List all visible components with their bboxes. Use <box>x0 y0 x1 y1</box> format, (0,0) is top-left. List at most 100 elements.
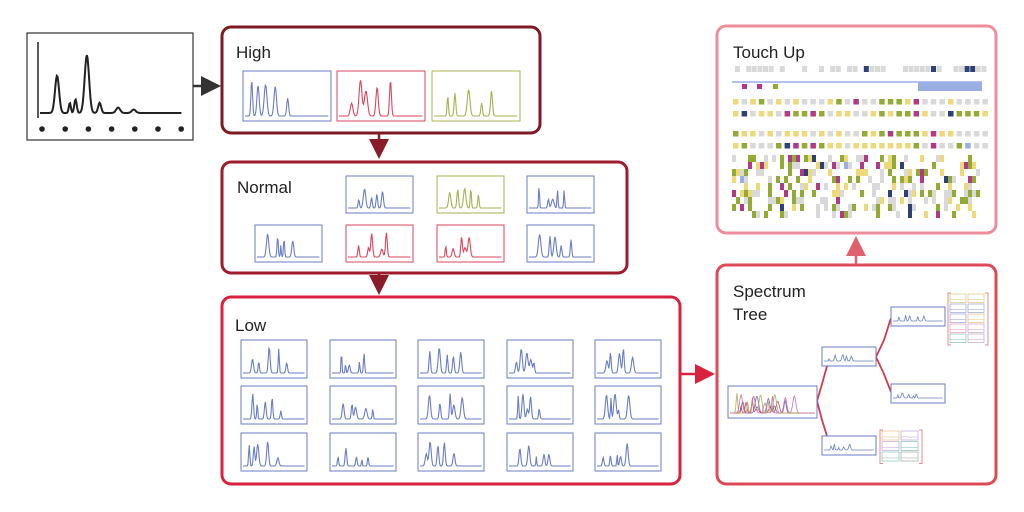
low-thumbnail <box>506 385 574 425</box>
spectrum-curve <box>348 232 411 258</box>
token-cell <box>827 143 834 149</box>
token-cell <box>982 111 988 117</box>
token-cell <box>939 131 945 137</box>
token-cell <box>982 143 988 149</box>
stage-touchup-label: Touch Up <box>733 43 805 62</box>
token-cell <box>932 162 936 169</box>
spectrum-curve <box>893 314 943 322</box>
low-thumbnail <box>240 432 308 472</box>
token-cell <box>852 183 856 190</box>
token-cell <box>964 66 970 72</box>
token-cell <box>903 66 908 72</box>
spectrum-curve <box>730 394 815 414</box>
token-cell <box>819 66 824 72</box>
low-thumbnail <box>329 339 397 379</box>
spectrum-curve <box>257 233 320 258</box>
token-cell <box>872 190 876 197</box>
spectrum-curve <box>243 441 305 467</box>
token-cell <box>952 190 956 197</box>
token-cell <box>836 176 840 183</box>
token-cell <box>892 183 896 190</box>
token-cell <box>756 183 760 190</box>
input-spectrum-curve <box>40 54 182 114</box>
token-cell <box>975 66 981 72</box>
token-cell <box>972 162 976 169</box>
token-cell <box>768 66 774 72</box>
token-cell <box>744 183 748 190</box>
spectrum-curve <box>439 237 502 258</box>
token-cell <box>879 99 885 105</box>
token-cell <box>956 204 960 211</box>
token-cell <box>852 204 856 211</box>
thumbnail-frame <box>526 224 595 263</box>
token-cell <box>744 190 748 197</box>
thumbnail-frame <box>890 383 946 404</box>
token-cell <box>800 204 804 211</box>
token-cell <box>836 111 842 117</box>
token-cell <box>913 111 920 117</box>
token-cell <box>912 190 916 197</box>
token-cell <box>802 66 808 72</box>
token-cell <box>879 131 885 137</box>
token-cell <box>981 66 987 72</box>
token-cell <box>800 190 804 197</box>
token-cell <box>836 99 842 105</box>
token-cell <box>819 131 825 137</box>
token-cell <box>888 204 892 211</box>
token-cell <box>920 190 924 197</box>
thumbnail-frame <box>506 432 574 472</box>
low-thumbnail <box>594 432 662 472</box>
input-spectrum-panel <box>26 32 194 141</box>
tree-node <box>890 383 946 404</box>
token-cell <box>808 176 812 183</box>
low-thumbnail <box>329 432 397 472</box>
token-cell <box>982 131 988 137</box>
token-cell <box>936 211 940 218</box>
token-cell <box>896 99 902 105</box>
token-cell <box>816 162 820 169</box>
token-cell <box>792 197 796 204</box>
normal-thumbnail <box>436 224 505 263</box>
stage-low-label: Low <box>235 316 267 335</box>
sample-dot <box>155 126 161 132</box>
stage-high-label: High <box>236 43 271 62</box>
token-cell <box>752 211 756 218</box>
token-cell <box>800 197 804 204</box>
token-cell <box>968 197 972 204</box>
token-cell <box>944 190 948 197</box>
token-cell <box>744 169 748 176</box>
token-cell <box>876 183 880 190</box>
token-cell <box>824 183 828 190</box>
token-cell <box>752 155 756 162</box>
token-cell <box>922 99 928 105</box>
normal-thumbnail <box>526 224 595 263</box>
token-cell <box>784 99 791 105</box>
token-cell <box>735 66 740 72</box>
token-cell <box>776 176 780 183</box>
token-cell <box>832 162 836 169</box>
spectrum-curve <box>332 448 394 467</box>
token-cell <box>812 169 816 176</box>
token-cell <box>892 197 896 204</box>
token-cell <box>952 176 956 183</box>
token-cell <box>732 176 736 183</box>
token-cell <box>968 183 972 190</box>
low-thumbnail <box>594 385 662 425</box>
low-thumbnail <box>506 432 574 472</box>
token-cell <box>773 84 778 89</box>
token-cell <box>880 169 884 176</box>
token-cell <box>896 111 902 117</box>
token-cell <box>968 190 972 197</box>
token-cell <box>796 162 800 169</box>
token-cell <box>750 99 756 105</box>
token-cell <box>876 162 880 169</box>
token-cell <box>856 176 860 183</box>
leaf-thumbnail <box>900 451 919 462</box>
token-cell <box>932 190 936 197</box>
token-cell <box>741 131 748 137</box>
token-cell <box>856 169 860 176</box>
thumbnail-frame <box>594 385 662 425</box>
sample-dot <box>39 126 45 132</box>
tree-edges <box>816 317 892 437</box>
leaf-thumbnail <box>949 303 967 313</box>
